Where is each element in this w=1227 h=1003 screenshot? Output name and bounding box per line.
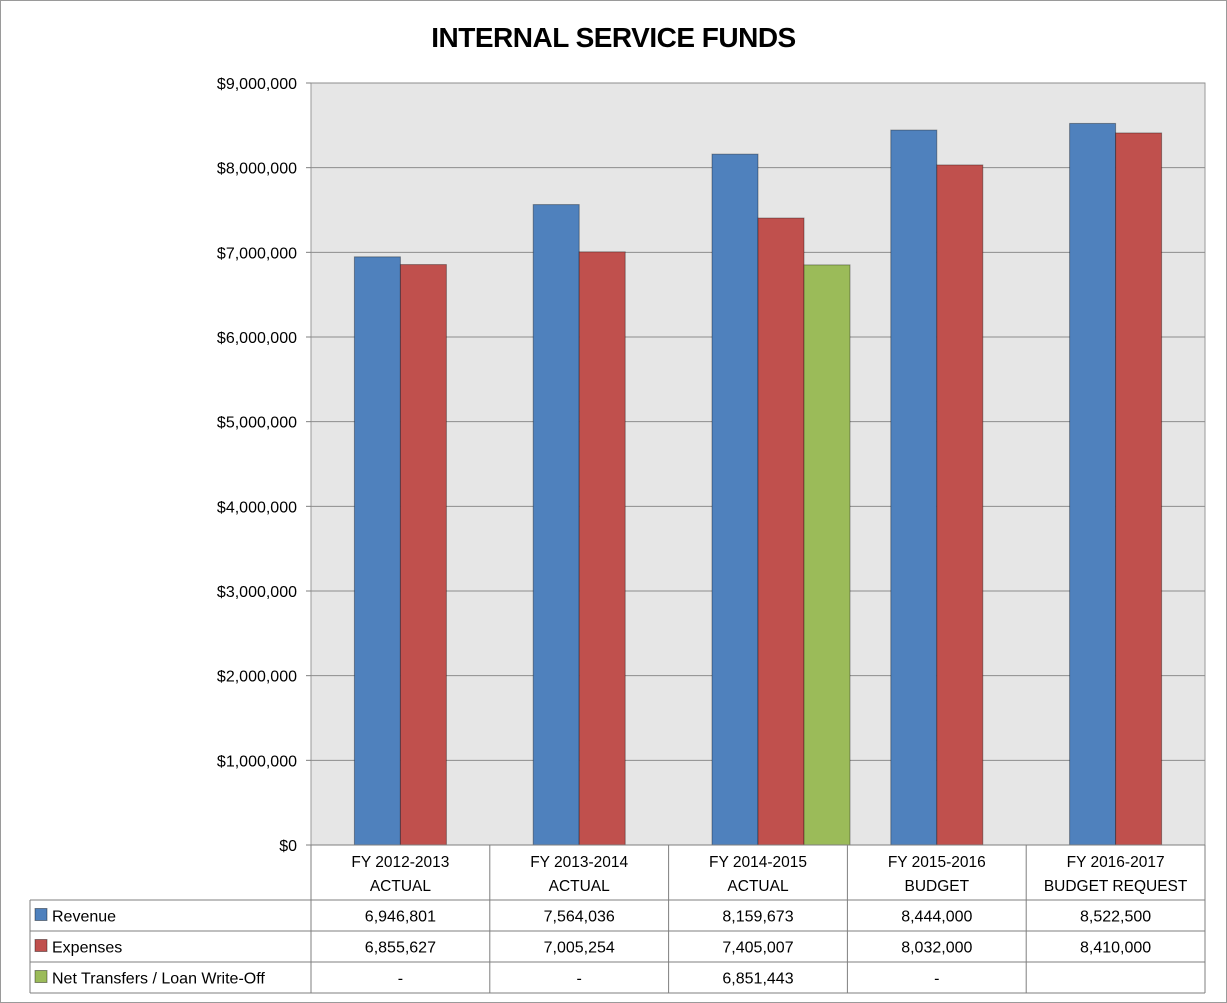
legend-swatch [34,939,48,952]
data-label: 7,405,007 [722,940,793,957]
legend-swatch [34,970,48,983]
data-label: - [934,971,939,988]
data-label: 8,159,673 [722,909,793,926]
category-label: FY 2012-2013 [351,854,449,871]
legend-label: Revenue [52,909,116,926]
data-label: 8,444,000 [901,909,972,926]
legend-label: Expenses [52,940,122,957]
data-label: 6,851,443 [722,971,793,988]
data-label: - [398,971,403,988]
category-label: FY 2015-2016 [888,854,986,871]
data-label: 6,855,627 [365,940,436,957]
y-tick-label: $8,000,000 [217,161,297,178]
category-label: FY 2014-2015 [709,854,807,871]
category-label: FY 2016-2017 [1067,854,1165,871]
y-tick-label: $0 [279,838,297,855]
data-label: 7,005,254 [544,940,615,957]
category-label: BUDGET [905,878,970,895]
category-label: BUDGET REQUEST [1044,878,1188,895]
y-tick-label: $6,000,000 [217,330,297,347]
category-label: ACTUAL [549,878,611,895]
data-label: 8,032,000 [901,940,972,957]
data-label: 8,410,000 [1080,940,1151,957]
data-label: 8,522,500 [1080,909,1151,926]
data-label: - [577,971,582,988]
y-tick-label: $9,000,000 [217,76,297,93]
bar-expenses [578,251,626,846]
legend-swatch [34,908,48,921]
bar-revenue [890,129,938,846]
bar-revenue [353,256,401,846]
category-label: ACTUAL [370,878,432,895]
bar-revenue [1069,122,1117,846]
chart-title: INTERNAL SERVICE FUNDS [431,22,796,53]
data-label: 6,946,801 [365,909,436,926]
bar-revenue [711,153,759,846]
bar-expenses [1115,132,1163,846]
bar-revenue [532,204,580,846]
category-label: ACTUAL [727,878,789,895]
bar-expenses [757,217,805,846]
bar-net-transfers-loan-write-off [803,264,851,846]
y-tick-label: $7,000,000 [217,245,297,262]
y-tick-label: $5,000,000 [217,415,297,432]
y-tick-label: $2,000,000 [217,669,297,686]
y-tick-label: $3,000,000 [217,584,297,601]
y-tick-label: $1,000,000 [217,753,297,770]
bar-expenses [936,164,984,846]
bar-expenses [399,264,447,846]
category-label: FY 2013-2014 [530,854,628,871]
data-label: 7,564,036 [544,909,615,926]
y-tick-label: $4,000,000 [217,499,297,516]
legend-label: Net Transfers / Loan Write-Off [52,971,265,988]
